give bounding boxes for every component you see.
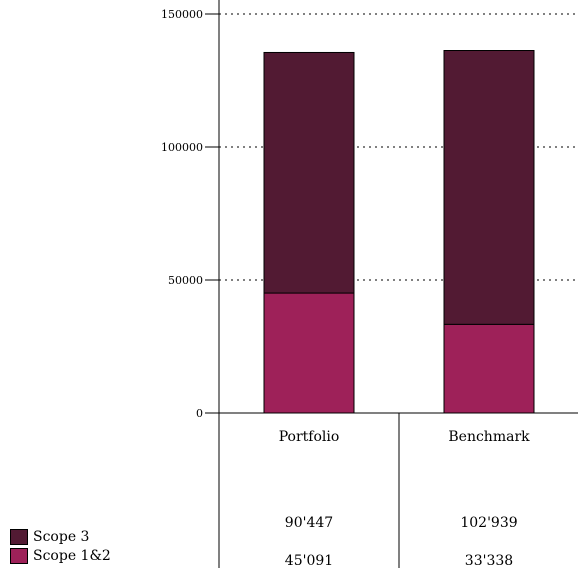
legend-swatch-scope12: [10, 547, 28, 564]
table-value-scope12: 33'338: [465, 553, 513, 569]
y-tick-label: 150000: [161, 8, 203, 21]
legend-label-scope12: Scope 1&2: [33, 547, 111, 564]
legend-item-scope12: Scope 1&2: [10, 546, 111, 565]
labels: 0 50000 100000 150000 Portfolio 90'447 45'091 B…: [161, 8, 530, 569]
bar-scope3-benchmark: [443, 50, 535, 325]
y-tick-label: 50000: [168, 274, 203, 287]
bars: [263, 50, 535, 414]
legend-swatch-scope3: [10, 528, 28, 545]
y-tick-label: 100000: [161, 141, 203, 154]
category-label: Benchmark: [448, 429, 530, 445]
table-value-scope3: 102'939: [460, 515, 517, 531]
table-value-scope12: 45'091: [285, 553, 333, 569]
bar-scope3-portfolio: [263, 51, 355, 294]
table-value-scope3: 90'447: [285, 515, 333, 531]
legend: Scope 3 Scope 1&2: [10, 527, 111, 565]
bar-scope12-portfolio: [263, 292, 355, 414]
bar-scope12-benchmark: [443, 323, 535, 414]
category-label: Portfolio: [279, 429, 340, 445]
legend-item-scope3: Scope 3: [10, 527, 111, 546]
legend-label-scope3: Scope 3: [33, 528, 90, 545]
y-tick-label: 0: [196, 407, 203, 420]
